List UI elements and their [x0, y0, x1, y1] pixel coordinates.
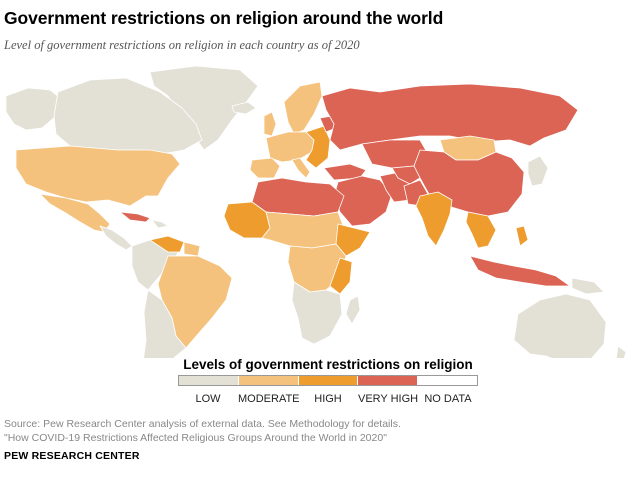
region-turkey — [323, 163, 367, 181]
region-russia — [321, 83, 579, 151]
region-indonesia — [469, 255, 571, 287]
region-papua — [571, 277, 605, 295]
region-korea-japan — [527, 155, 549, 187]
region-india — [415, 191, 453, 247]
region-australia — [513, 293, 607, 358]
region-madagascar — [345, 295, 361, 325]
region-venezuela — [149, 235, 185, 253]
region-italy — [291, 157, 311, 179]
region-east-africa — [329, 257, 353, 295]
legend-swatch-high — [297, 376, 358, 385]
region-scandinavia — [283, 81, 323, 135]
chart-subtitle: Level of government restrictions on reli… — [4, 38, 360, 52]
report-title-note: "How COVID-19 Restrictions Affected Reli… — [4, 432, 387, 444]
region-western-europe — [265, 131, 315, 163]
legend-title: Levels of government restrictions on rel… — [183, 357, 473, 372]
region-southern-cone — [143, 289, 187, 358]
region-usa — [15, 145, 181, 207]
legend-swatch-moderate — [237, 376, 298, 385]
source-note: Source: Pew Research Center analysis of … — [4, 418, 401, 430]
legend-swatch-no-data — [417, 376, 477, 385]
legend-label-moderate: MODERATE — [238, 393, 300, 405]
region-southeast-asia — [465, 211, 497, 249]
region-philippines — [515, 225, 529, 247]
region-southern-africa — [291, 281, 343, 345]
region-cuba — [119, 211, 151, 223]
region-iceland — [231, 101, 257, 115]
legend-swatch-very-high — [357, 376, 418, 385]
region-guianas — [183, 241, 201, 257]
region-uk — [263, 111, 277, 137]
chart-title: Government restrictions on religion arou… — [4, 8, 444, 28]
legend-label-very-high: VERY HIGH — [358, 393, 419, 405]
legend-label-low: LOW — [195, 393, 221, 405]
region-new-zealand — [615, 345, 627, 358]
legend-label-no-data: NO DATA — [424, 393, 472, 405]
legend-label-high: HIGH — [314, 393, 342, 405]
legend-swatch-low — [179, 376, 238, 385]
world-map — [5, 65, 627, 358]
legend-bar — [178, 375, 478, 386]
region-central-america — [99, 225, 133, 251]
region-greenland — [149, 65, 259, 151]
region-caribbean — [151, 219, 169, 229]
region-canada — [53, 77, 203, 155]
region-sahel — [261, 211, 345, 249]
region-iberia — [249, 157, 281, 179]
region-central-asia — [391, 165, 421, 185]
region-north-africa — [251, 177, 345, 217]
brand-logo-text: PEW RESEARCH CENTER — [4, 450, 140, 462]
region-alaska — [5, 87, 61, 131]
